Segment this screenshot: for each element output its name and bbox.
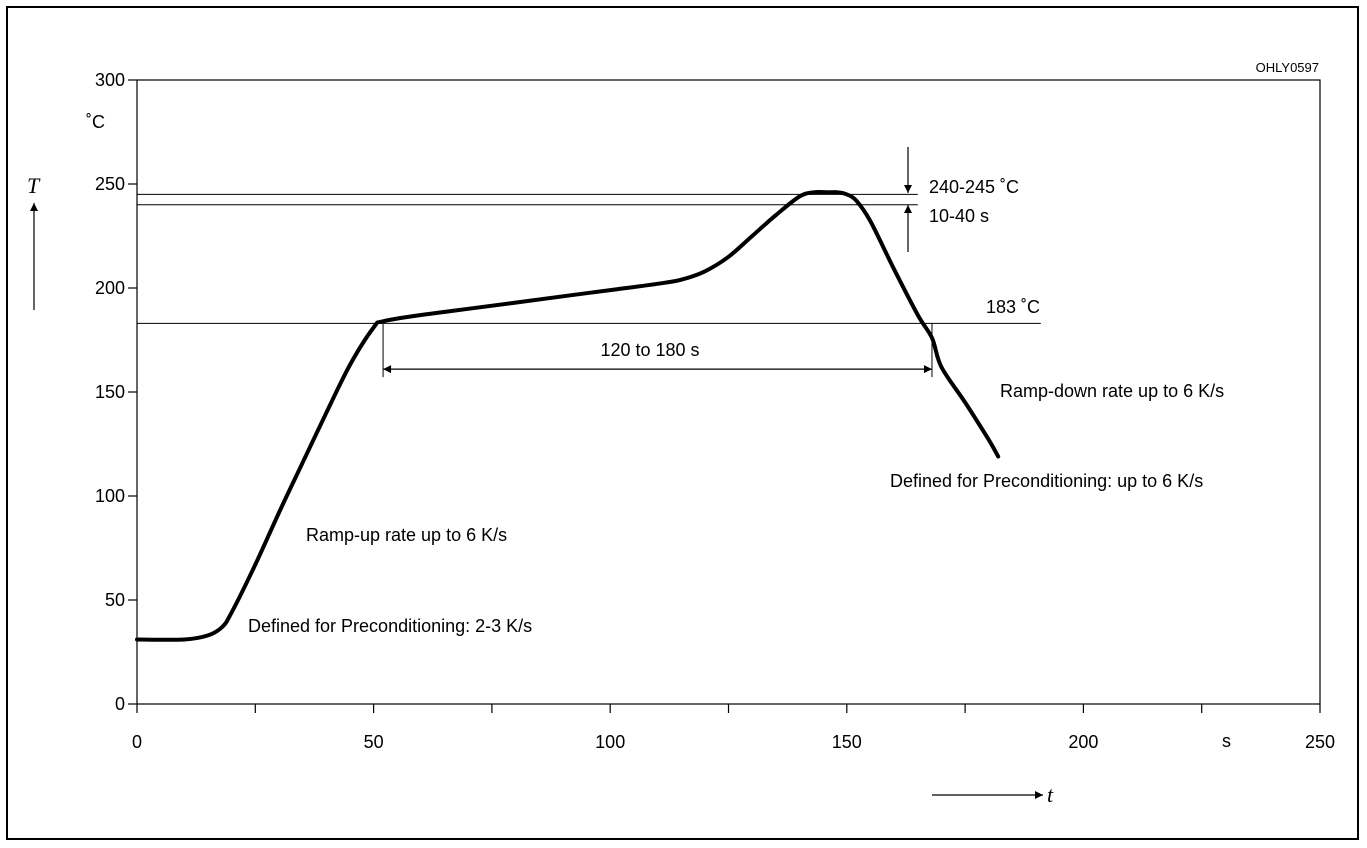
liquidus-label: 183 ˚C: [986, 297, 1040, 317]
y-tick-label: 50: [105, 590, 125, 610]
x-tick-label: 200: [1068, 732, 1098, 752]
y-unit-label: ˚C: [86, 112, 105, 132]
ramp-up-label: Ramp-up rate up to 6 K/s: [306, 525, 507, 545]
y-tick-label: 100: [95, 486, 125, 506]
y-tick-label: 0: [115, 694, 125, 714]
y-axis-variable: T: [27, 173, 41, 198]
figure-frame: [6, 6, 1359, 840]
reference-lines: [137, 193, 1041, 324]
peak-temperature-label: 240-245 ˚C: [929, 177, 1019, 197]
x-unit-label: s: [1222, 731, 1231, 751]
peak-time-label: 10-40 s: [929, 206, 989, 226]
y-tick-label: 250: [95, 174, 125, 194]
ramp-down-label: Ramp-down rate up to 6 K/s: [1000, 381, 1224, 401]
ramp-up-precond-label: Defined for Preconditioning: 2-3 K/s: [248, 616, 532, 636]
interval-label: 120 to 180 s: [600, 340, 699, 360]
x-tick-label: 0: [132, 732, 142, 752]
interval-marker: [382, 323, 933, 378]
x-tick-label: 100: [595, 732, 625, 752]
y-tick-label: 150: [95, 382, 125, 402]
x-tick-label: 50: [364, 732, 384, 752]
x-tick-label: 150: [832, 732, 862, 752]
figure-code: OHLY0597: [1256, 60, 1319, 75]
x-axis-variable: t: [1047, 782, 1054, 807]
ramp-down-precond-label: Defined for Preconditioning: up to 6 K/s: [890, 471, 1203, 491]
y-tick-label: 200: [95, 278, 125, 298]
temperature-profile-curve: [135, 189, 1001, 642]
axis-ticks: 0 50 100 150 200 250 300 0 50 100 150 200 250: [95, 70, 1335, 752]
y-tick-label: 300: [95, 70, 125, 90]
x-tick-label: 250: [1305, 732, 1335, 752]
